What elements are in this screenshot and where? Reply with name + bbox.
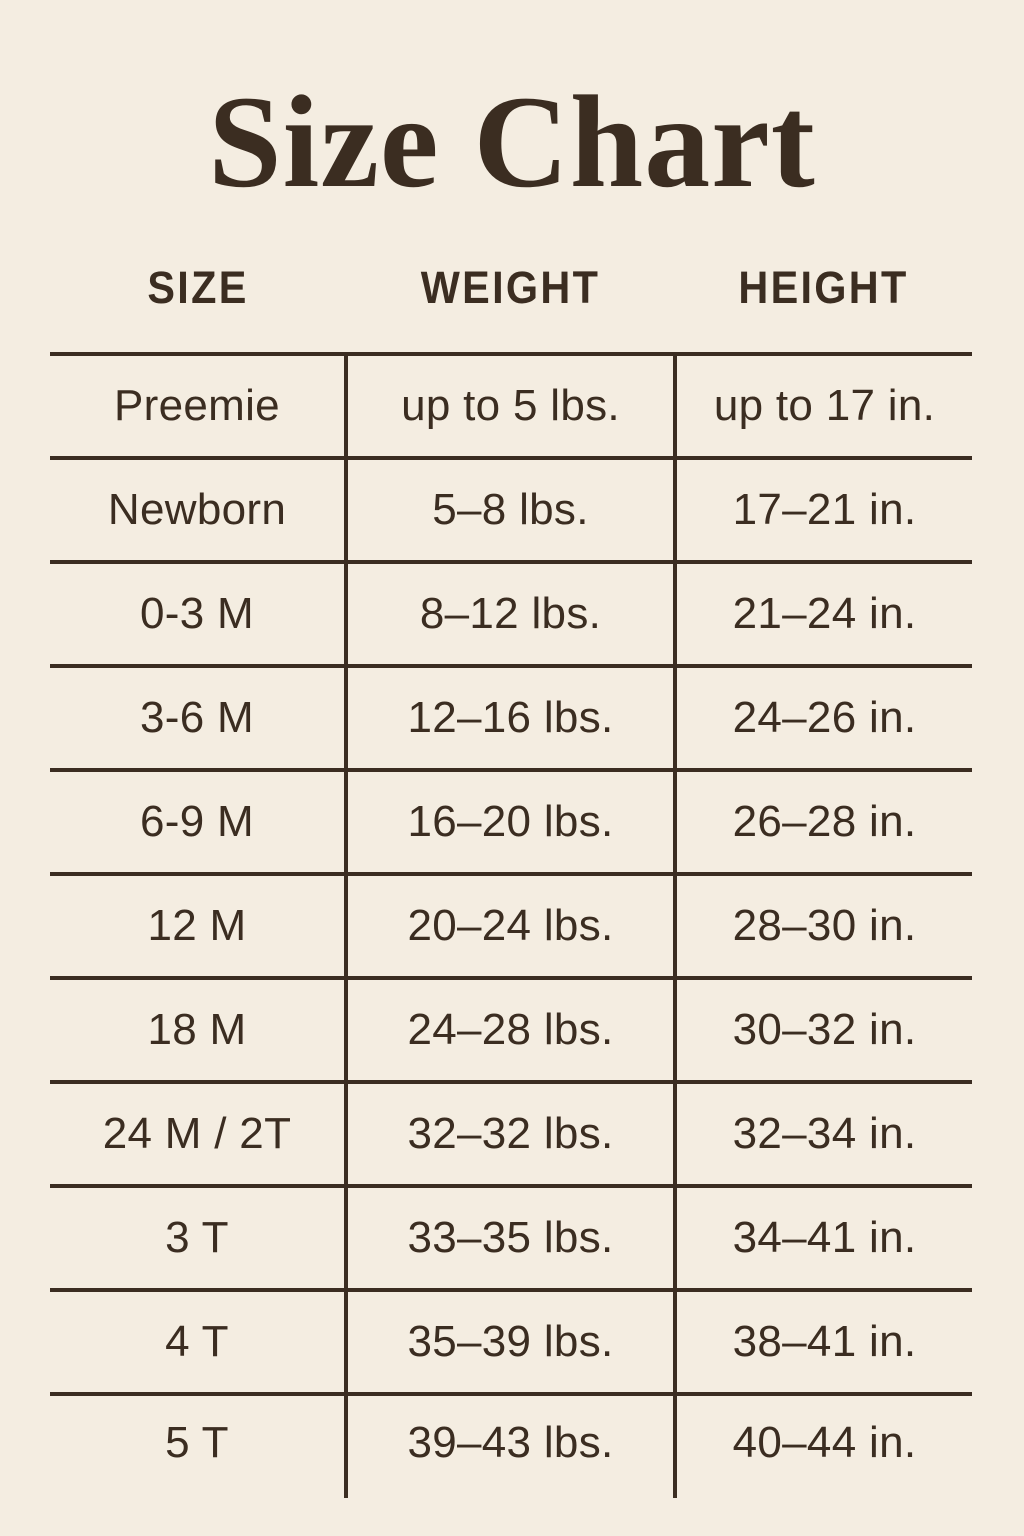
cell-size: 12 M xyxy=(50,872,346,978)
cell-weight: up to 5 lbs. xyxy=(344,352,675,458)
cell-size: 3 T xyxy=(50,1184,346,1290)
cell-weight: 24–28 lbs. xyxy=(344,976,675,1082)
cell-size: 0-3 M xyxy=(50,560,346,666)
cell-weight: 33–35 lbs. xyxy=(344,1184,675,1290)
table-row: 5 T 39–43 lbs. 40–44 in. xyxy=(50,1392,972,1498)
cell-size: 4 T xyxy=(50,1288,346,1394)
table-row: Preemie up to 5 lbs. up to 17 in. xyxy=(50,352,972,458)
cell-size: Newborn xyxy=(50,456,346,562)
table-row: 24 M / 2T 32–32 lbs. 32–34 in. xyxy=(50,1080,972,1186)
column-header-weight: WEIGHT xyxy=(420,262,601,313)
table-body: Preemie up to 5 lbs. up to 17 in. Newbor… xyxy=(50,352,972,1498)
cell-height: 32–34 in. xyxy=(673,1080,972,1186)
table-row: 3 T 33–35 lbs. 34–41 in. xyxy=(50,1184,972,1290)
table-row: Newborn 5–8 lbs. 17–21 in. xyxy=(50,456,972,562)
column-header-size: SIZE xyxy=(147,262,249,313)
cell-size: 18 M xyxy=(50,976,346,1082)
cell-weight: 35–39 lbs. xyxy=(344,1288,675,1394)
table-row: 0-3 M 8–12 lbs. 21–24 in. xyxy=(50,560,972,666)
cell-height: 28–30 in. xyxy=(673,872,972,978)
page-title: Size Chart xyxy=(208,68,816,215)
table-row: 18 M 24–28 lbs. 30–32 in. xyxy=(50,976,972,1082)
cell-size: 3-6 M xyxy=(50,664,346,770)
cell-weight: 5–8 lbs. xyxy=(344,456,675,562)
size-chart-table: SIZE WEIGHT HEIGHT Preemie up to 5 lbs. … xyxy=(50,262,972,1498)
cell-size: 5 T xyxy=(50,1392,346,1498)
cell-weight: 20–24 lbs. xyxy=(344,872,675,978)
table-header-row: SIZE WEIGHT HEIGHT xyxy=(50,262,972,354)
cell-height: up to 17 in. xyxy=(673,352,972,458)
cell-weight: 12–16 lbs. xyxy=(344,664,675,770)
size-chart-table-wrapper: SIZE WEIGHT HEIGHT Preemie up to 5 lbs. … xyxy=(50,262,972,1498)
cell-height: 21–24 in. xyxy=(673,560,972,666)
table-header: SIZE WEIGHT HEIGHT xyxy=(50,262,972,354)
cell-height: 24–26 in. xyxy=(673,664,972,770)
cell-weight: 39–43 lbs. xyxy=(344,1392,675,1498)
cell-height: 34–41 in. xyxy=(673,1184,972,1290)
cell-size: 6-9 M xyxy=(50,768,346,874)
table-row: 6-9 M 16–20 lbs. 26–28 in. xyxy=(50,768,972,874)
cell-weight: 32–32 lbs. xyxy=(344,1080,675,1186)
table-row: 12 M 20–24 lbs. 28–30 in. xyxy=(50,872,972,978)
cell-height: 40–44 in. xyxy=(673,1392,972,1498)
cell-height: 26–28 in. xyxy=(673,768,972,874)
table-row: 3-6 M 12–16 lbs. 24–26 in. xyxy=(50,664,972,770)
column-header-height: HEIGHT xyxy=(738,262,909,313)
cell-size: 24 M / 2T xyxy=(50,1080,346,1186)
cell-height: 30–32 in. xyxy=(673,976,972,1082)
cell-height: 17–21 in. xyxy=(673,456,972,562)
cell-size: Preemie xyxy=(50,352,346,458)
cell-weight: 16–20 lbs. xyxy=(344,768,675,874)
table-row: 4 T 35–39 lbs. 38–41 in. xyxy=(50,1288,972,1394)
cell-height: 38–41 in. xyxy=(673,1288,972,1394)
cell-weight: 8–12 lbs. xyxy=(344,560,675,666)
